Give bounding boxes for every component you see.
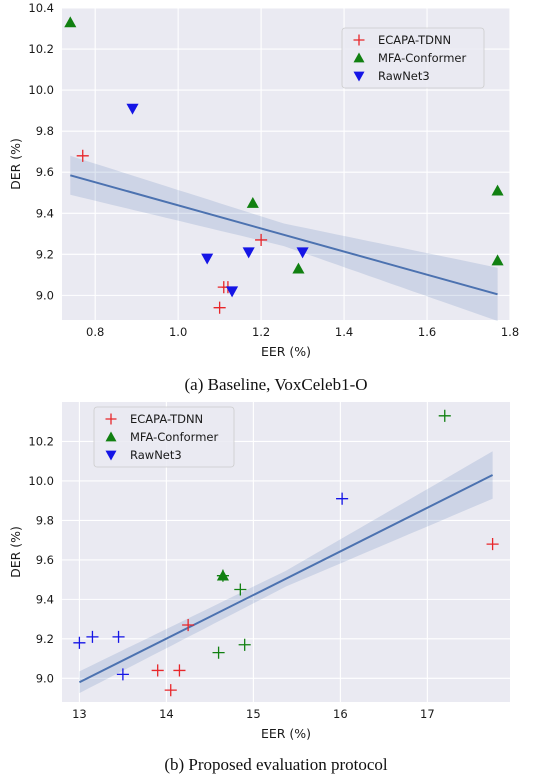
legend-label: RawNet3 [378, 69, 430, 83]
y-tick-label: 9.4 [36, 592, 54, 606]
legend-label: MFA-Conformer [378, 51, 466, 65]
regression-line [78, 474, 494, 684]
data-point-rawnet3 [296, 247, 309, 259]
legend-label: RawNet3 [130, 448, 182, 462]
y-axis-label: DER (%) [8, 526, 23, 578]
data-point-ecapa-tdnn [164, 684, 177, 697]
legend-label: ECAPA-TDNN [378, 33, 451, 47]
data-point-mfa-conformer [64, 16, 77, 28]
y-axis-label: DER (%) [8, 138, 23, 190]
y-tick-label: 9.0 [36, 671, 54, 685]
y-tick-label: 10.0 [28, 83, 54, 97]
data-point-mfa-conformer [238, 638, 251, 651]
x-tick-label: 17 [420, 707, 435, 721]
data-point-mfa-conformer [292, 262, 305, 274]
x-tick-label: 13 [72, 707, 87, 721]
x-axis-label: EER (%) [261, 726, 311, 741]
data-point-rawnet3 [116, 668, 129, 681]
data-point-rawnet3 [73, 636, 86, 649]
y-tick-label: 9.8 [36, 124, 54, 138]
x-tick-label: 1.4 [335, 325, 353, 339]
legend-marker-mfa-conformer [105, 431, 117, 442]
data-point-rawnet3 [226, 286, 239, 298]
data-point-mfa-conformer [212, 646, 225, 659]
x-tick-label: 14 [159, 707, 174, 721]
y-tick-label: 9.8 [36, 513, 54, 527]
data-point-highlight [216, 569, 229, 581]
x-tick-label: 1.0 [169, 325, 187, 339]
legend-label: MFA-Conformer [130, 430, 218, 444]
y-tick-label: 9.4 [36, 206, 54, 220]
data-point-rawnet3 [126, 103, 139, 115]
data-point-ecapa-tdnn [173, 664, 186, 677]
x-tick-label: 1.6 [418, 325, 436, 339]
legend-marker-rawnet3 [353, 71, 365, 82]
data-point-ecapa-tdnn [76, 149, 89, 162]
data-point-ecapa-tdnn [182, 618, 195, 632]
y-tick-label: 10.0 [28, 474, 54, 488]
y-tick-label: 10.2 [28, 434, 54, 448]
y-tick-label: 9.6 [36, 553, 54, 567]
legend-marker-mfa-conformer [353, 52, 365, 63]
data-point-ecapa-tdnn [255, 233, 268, 246]
data-point-rawnet3 [336, 492, 349, 505]
y-tick-label: 9.2 [36, 247, 54, 261]
y-tick-label: 10.2 [28, 42, 54, 56]
y-tick-label: 9.2 [36, 632, 54, 646]
data-point-ecapa-tdnn [151, 664, 164, 677]
panel-a-baseline: 0.8 1.0 1.2 1.4 1.6 1.8 9.0 9.2 9.4 9.6 9.8 10.0 10.… [8, 1, 519, 359]
data-point-mfa-conformer [234, 583, 247, 596]
data-point-rawnet3 [112, 630, 125, 643]
x-axis-label: EER (%) [261, 344, 311, 359]
y-tick-label: 10.4 [28, 1, 54, 15]
legend-marker-ecapa-tdnn [353, 34, 365, 46]
y-tick-label: 9.6 [36, 165, 54, 179]
y-tick-label: 9.0 [36, 288, 54, 302]
data-point-rawnet3 [201, 253, 214, 265]
x-tick-label: 15 [246, 707, 261, 721]
data-point-mfa-conformer [491, 184, 504, 196]
legend-marker-ecapa-tdnn [105, 413, 117, 425]
data-point-mfa-conformer [246, 196, 259, 208]
x-tick-label: 1.2 [252, 325, 270, 339]
x-tick-label: 0.8 [86, 325, 104, 339]
regression-confidence-band [79, 451, 493, 694]
data-point-mfa-conformer [491, 254, 504, 266]
data-point-rawnet3 [242, 247, 255, 259]
legend-label: ECAPA-TDNN [130, 412, 203, 426]
x-tick-label: 1.8 [501, 325, 519, 339]
x-tick-label: 16 [333, 707, 348, 721]
data-point-mfa-conformer [438, 409, 451, 422]
legend-box [341, 27, 485, 89]
regression-confidence-band [70, 155, 498, 321]
regression-line [70, 174, 498, 296]
panel-b-proposed: 13 14 15 16 17 9.0 9.2 9.4 9.6 9.8 10.0 10.2 EER (%)… [8, 402, 510, 741]
data-point-rawnet3 [86, 630, 99, 643]
legend-marker-rawnet3 [105, 450, 117, 461]
data-point-ecapa-tdnn [486, 538, 499, 551]
caption-a: (a) Baseline, VoxCeleb1-O [184, 375, 367, 394]
caption-b: (b) Proposed evaluation protocol [164, 755, 388, 774]
legend-box [93, 406, 235, 468]
data-point-ecapa-tdnn [213, 301, 226, 314]
